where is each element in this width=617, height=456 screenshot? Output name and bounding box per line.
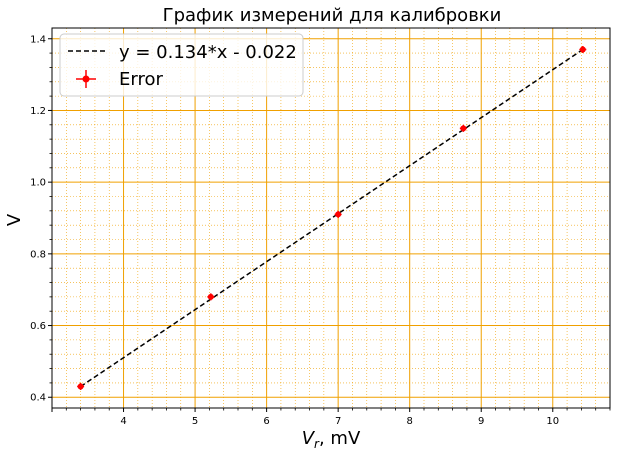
- data-point: [579, 46, 587, 54]
- data-point: [77, 382, 85, 390]
- x-tick-label: 6: [263, 416, 269, 427]
- y-tick-label: 1.0: [30, 178, 46, 189]
- point-marker: [335, 211, 342, 218]
- fit-line: [80, 48, 584, 388]
- x-tick-label: 7: [335, 416, 341, 427]
- y-tick-label: 0.4: [30, 393, 46, 404]
- legend-error-swatch-marker: [82, 75, 90, 83]
- point-marker: [579, 46, 586, 53]
- data-point: [207, 293, 215, 301]
- y-tick-label: 1.4: [30, 34, 46, 45]
- x-axis-label-main: V: [302, 428, 316, 449]
- x-tick-label: 4: [120, 416, 126, 427]
- x-tick-label: 10: [546, 416, 559, 427]
- y-tick-label: 0.6: [30, 321, 46, 332]
- legend-fit-label: y = 0.134*x - 0.022: [119, 42, 297, 63]
- point-marker: [207, 293, 214, 300]
- plot-area-frame: [51, 27, 611, 409]
- point-marker: [460, 125, 467, 132]
- x-tick-label: 8: [407, 416, 413, 427]
- data-point: [459, 124, 467, 132]
- x-axis-label-unit: , mV: [319, 428, 361, 449]
- legend-box: [59, 33, 304, 97]
- fit-line-group: [80, 48, 584, 388]
- legend: y = 0.134*x - 0.022 Error: [59, 33, 304, 97]
- point-marker: [77, 383, 84, 390]
- y-tick-label: 1.2: [30, 106, 46, 117]
- y-tick-label: 0.8: [30, 249, 46, 260]
- data-point: [334, 210, 342, 218]
- data-points: [77, 46, 587, 390]
- axis-ticks: 4 5 6 7 8 9 10 0.4 0.6 0.8 1.0 1.2 1.4: [30, 34, 611, 427]
- x-axis-label: Vr, mV: [302, 428, 361, 451]
- x-axis-label-subscript: r: [314, 437, 320, 451]
- chart-title: График измерений для калибровки: [163, 5, 502, 26]
- x-tick-label: 9: [478, 416, 484, 427]
- major-grid: [51, 28, 610, 408]
- legend-error-label: Error: [119, 69, 163, 90]
- y-axis-label: V: [4, 213, 25, 226]
- x-tick-label: 5: [192, 416, 198, 427]
- minor-grid: [52, 28, 611, 408]
